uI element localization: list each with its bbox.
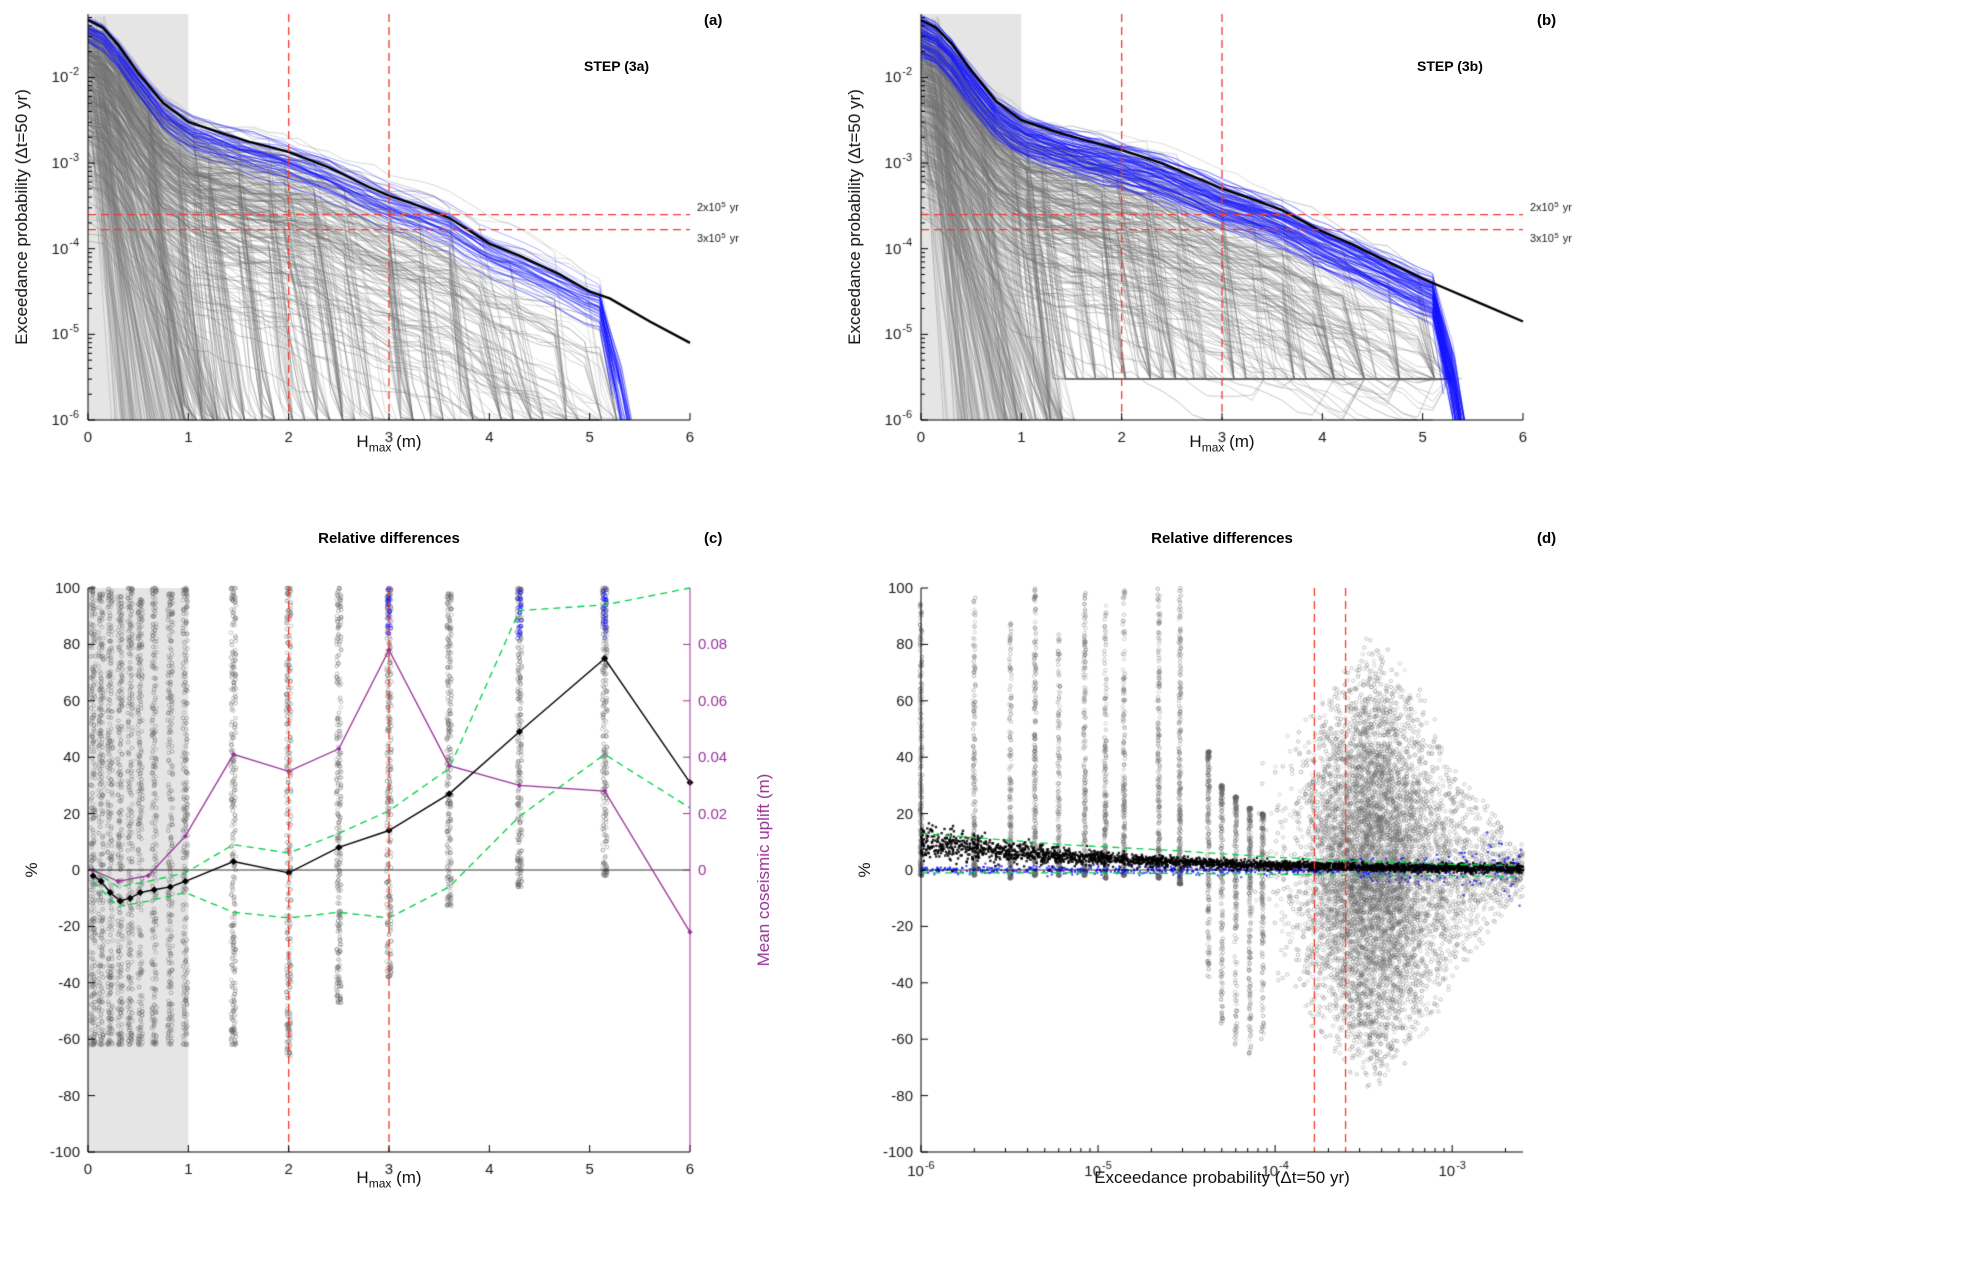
panel-b: Exceedance probability (Δt=50 yr) Hmax (…	[833, 0, 1666, 500]
hmax-base: H	[1189, 432, 1202, 451]
hmax-base: H	[356, 432, 369, 451]
hmax-sub: max	[368, 1176, 392, 1191]
panel-c-canvas	[0, 500, 833, 1271]
panel-d-xlabel: Exceedance probability (Δt=50 yr)	[1094, 1168, 1350, 1187]
panel-a-ylabel: Exceedance probability (Δt=50 yr)	[12, 89, 31, 345]
panel-a-xlabel: Hmax (m)	[356, 432, 421, 454]
panel-c-title: Relative differences	[318, 530, 460, 547]
panel-d-tag: (d)	[1537, 530, 1557, 547]
panel-c-ylabel: %	[22, 862, 41, 878]
panel-b-xlabel: Hmax (m)	[1189, 432, 1254, 454]
hmax-sub: max	[1201, 440, 1225, 455]
hmax-sub: max	[368, 440, 392, 455]
panel-b-ylabel: Exceedance probability (Δt=50 yr)	[845, 89, 864, 345]
panel-a-canvas	[0, 0, 833, 500]
panel-c-right-ylabel: Mean coseismic uplift (m)	[754, 773, 773, 967]
panel-c: Relative differences (c) % Mean coseismi…	[0, 500, 833, 1271]
panel-d-title: Relative differences	[1151, 530, 1293, 547]
panel-a: Exceedance probability (Δt=50 yr) Hmax (…	[0, 0, 833, 500]
panel-a-tag: (a)	[704, 12, 723, 29]
panel-d: Relative differences (d) % Exceedance pr…	[833, 500, 1666, 1271]
panel-a-step-label: STEP (3a)	[584, 58, 650, 74]
panel-c-tag: (c)	[704, 530, 723, 547]
panel-b-canvas	[833, 0, 1666, 500]
hmax-base: H	[356, 1168, 369, 1187]
panel-c-xlabel: Hmax (m)	[356, 1168, 421, 1190]
hmax-unit: (m)	[1224, 432, 1255, 451]
panel-b-step-label: STEP (3b)	[1417, 58, 1483, 74]
panel-b-tag: (b)	[1537, 12, 1557, 29]
hmax-unit: (m)	[391, 432, 422, 451]
panel-d-canvas	[833, 500, 1666, 1271]
panel-d-ylabel: %	[855, 862, 874, 878]
hmax-unit: (m)	[391, 1168, 422, 1187]
